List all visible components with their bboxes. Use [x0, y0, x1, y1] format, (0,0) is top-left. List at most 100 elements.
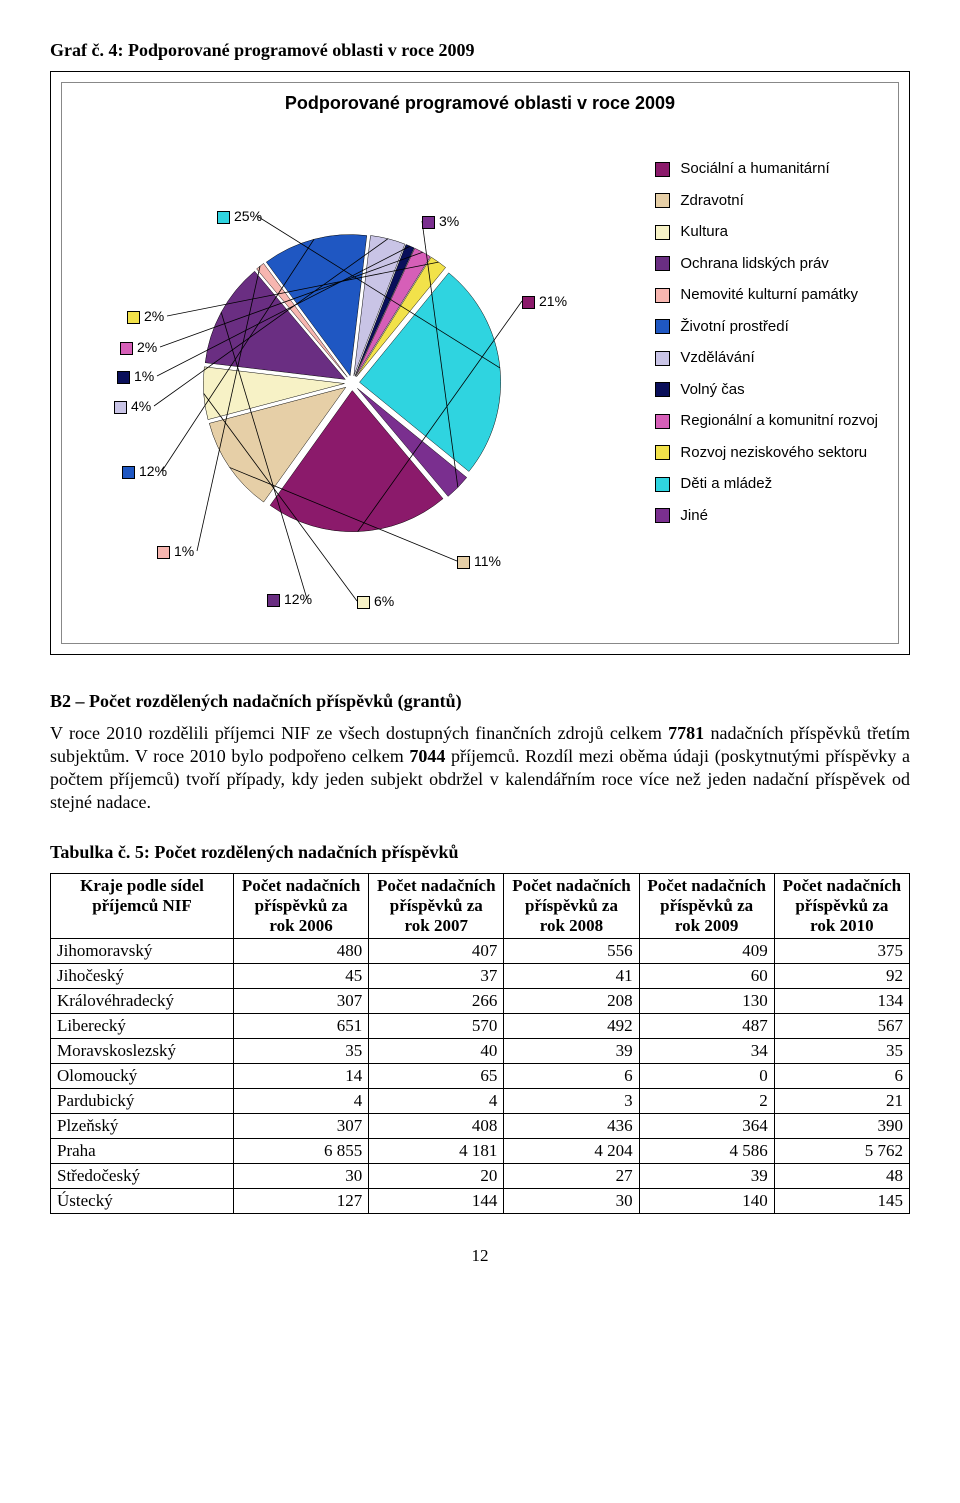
table-data-cell: 144 [369, 1189, 504, 1214]
table-data-cell: 35 [774, 1039, 909, 1064]
table-data-cell: 390 [774, 1114, 909, 1139]
chart-panel: Podporované programové oblasti v roce 20… [61, 82, 899, 644]
pie-slice-label: 25% [217, 208, 262, 224]
pie-slice-label: 2% [120, 339, 157, 355]
chart-heading: Graf č. 4: Podporované programové oblast… [50, 40, 910, 61]
table-data-cell: 37 [369, 964, 504, 989]
table-rowlabel-cell: Olomoucký [51, 1064, 234, 1089]
table-header-cell: Počet nadačních příspěvků za rok 2007 [369, 874, 504, 939]
pie-leader-line [257, 216, 500, 368]
table-data-cell: 307 [234, 1114, 369, 1139]
pie-slice-label-text: 12% [139, 463, 167, 479]
table-rowlabel-cell: Pardubický [51, 1089, 234, 1114]
table-row: Středočeský3020273948 [51, 1164, 910, 1189]
table-header-text: Počet nadačních příspěvků za rok 2008 [510, 876, 632, 936]
legend-swatch [120, 342, 133, 355]
legend-swatch [217, 211, 230, 224]
legend-swatch [157, 546, 170, 559]
pie-slice-label: 6% [357, 593, 394, 609]
legend-label: Volný čas [680, 381, 744, 398]
table-header-text: Počet nadačních příspěvků za rok 2010 [781, 876, 903, 936]
table-data-cell: 567 [774, 1014, 909, 1039]
bold-number: 7044 [409, 746, 445, 766]
legend-label: Ochrana lidských práv [680, 255, 828, 272]
legend-label: Děti a mládež [680, 475, 772, 492]
table-rowlabel-cell: Středočeský [51, 1164, 234, 1189]
legend-swatch [127, 311, 140, 324]
table-header-rowlabel: Kraje podle sídel příjemců NIF [57, 876, 227, 916]
legend-swatch [114, 401, 127, 414]
body-paragraph: V roce 2010 rozdělili příjemci NIF ze vš… [50, 722, 910, 814]
legend-swatch [117, 371, 130, 384]
table-data-cell: 39 [639, 1164, 774, 1189]
pie-leader-line [197, 266, 260, 551]
pie-leader-line [230, 467, 457, 561]
table-data-cell: 60 [639, 964, 774, 989]
table-data-cell: 21 [774, 1089, 909, 1114]
table-data-cell: 45 [234, 964, 369, 989]
table-data-cell: 651 [234, 1014, 369, 1039]
legend-swatch [122, 466, 135, 479]
legend-item: Jiné [655, 500, 878, 532]
table-data-cell: 6 855 [234, 1139, 369, 1164]
table-data-cell: 3 [504, 1089, 639, 1114]
legend-swatch [357, 596, 370, 609]
legend-item: Životní prostředí [655, 311, 878, 343]
pie-leader-line [157, 246, 410, 376]
legend-item: Regionální a komunitní rozvoj [655, 405, 878, 437]
legend-item: Zdravotní [655, 185, 878, 217]
pie-slice-label: 4% [114, 398, 151, 414]
legend-label: Životní prostředí [680, 318, 788, 335]
table-rowlabel-cell: Plzeňský [51, 1114, 234, 1139]
table-data-cell: 480 [234, 939, 369, 964]
table-row: Plzeňský307408436364390 [51, 1114, 910, 1139]
table-data-cell: 92 [774, 964, 909, 989]
table-header-cell: Kraje podle sídel příjemců NIF [51, 874, 234, 939]
legend-item: Rozvoj neziskového sektoru [655, 437, 878, 469]
table-data-cell: 134 [774, 989, 909, 1014]
legend-swatch [655, 477, 670, 492]
table-data-cell: 492 [504, 1014, 639, 1039]
table-header-cell: Počet nadačních příspěvků za rok 2010 [774, 874, 909, 939]
pie-leader-line [221, 312, 307, 599]
legend-item: Ochrana lidských práv [655, 248, 878, 280]
pie-slice-label-text: 25% [234, 208, 262, 224]
table-data-cell: 39 [504, 1039, 639, 1064]
chart-legend: Sociální a humanitárníZdravotníKulturaOc… [655, 153, 878, 531]
legend-item: Nemovité kulturní památky [655, 279, 878, 311]
table-header-cell: Počet nadačních příspěvků za rok 2008 [504, 874, 639, 939]
table-rowlabel-cell: Moravskoslezský [51, 1039, 234, 1064]
table-data-cell: 408 [369, 1114, 504, 1139]
table-data-cell: 4 181 [369, 1139, 504, 1164]
table-header-cell: Počet nadačních příspěvků za rok 2006 [234, 874, 369, 939]
table-data-cell: 130 [639, 989, 774, 1014]
table-header-text: Počet nadačních příspěvků za rok 2006 [240, 876, 362, 936]
pie-slice-label: 2% [127, 308, 164, 324]
table-row: Praha6 8554 1814 2044 5865 762 [51, 1139, 910, 1164]
legend-label: Rozvoj neziskového sektoru [680, 444, 867, 461]
table-row: Ústecký12714430140145 [51, 1189, 910, 1214]
legend-label: Zdravotní [680, 192, 743, 209]
pie-slice-label: 1% [117, 368, 154, 384]
table-data-cell: 436 [504, 1114, 639, 1139]
pie-slice-label: 3% [422, 213, 459, 229]
legend-swatch [655, 508, 670, 523]
table-row: Královéhradecký307266208130134 [51, 989, 910, 1014]
legend-swatch [655, 256, 670, 271]
table-data-cell: 364 [639, 1114, 774, 1139]
table-data-cell: 6 [504, 1064, 639, 1089]
table-rowlabel-cell: Jihočeský [51, 964, 234, 989]
table-data-cell: 27 [504, 1164, 639, 1189]
legend-item: Sociální a humanitární [655, 153, 878, 185]
table-data-cell: 409 [639, 939, 774, 964]
table-header-text: Počet nadačních příspěvků za rok 2007 [375, 876, 497, 936]
table-data-cell: 30 [504, 1189, 639, 1214]
table-data-cell: 4 [234, 1089, 369, 1114]
table-data-cell: 41 [504, 964, 639, 989]
table-data-cell: 4 586 [639, 1139, 774, 1164]
table-data-cell: 0 [639, 1064, 774, 1089]
table-row: Moravskoslezský3540393435 [51, 1039, 910, 1064]
table-data-cell: 14 [234, 1064, 369, 1089]
bold-number: 7781 [668, 723, 704, 743]
pie-slice-label-text: 3% [439, 213, 459, 229]
